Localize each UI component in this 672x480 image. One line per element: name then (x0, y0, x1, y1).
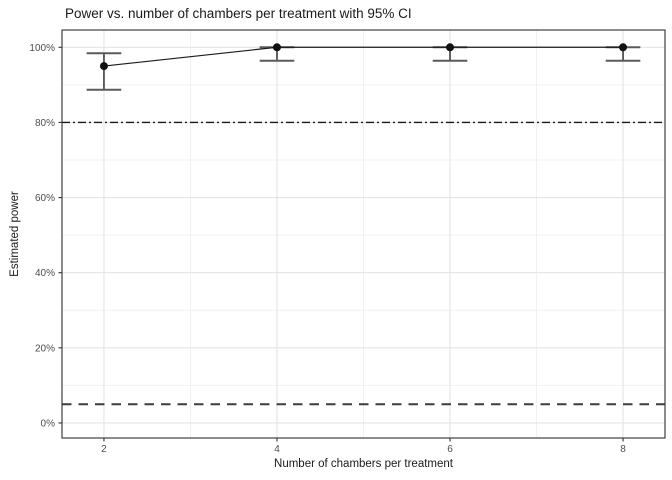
x-tick-label: 2 (101, 444, 107, 455)
y-axis-title: Estimated power (9, 191, 21, 277)
x-tick-label: 8 (620, 444, 626, 455)
x-axis-title: Number of chambers per treatment (274, 458, 453, 470)
y-tick-label: 40% (35, 268, 55, 279)
data-point (272, 43, 281, 52)
y-tick-label: 60% (35, 193, 55, 204)
y-tick-label: 0% (41, 418, 56, 429)
data-point (99, 62, 108, 71)
panel-border (61, 29, 666, 439)
y-tick-label: 20% (35, 343, 55, 354)
y-tick-label: 100% (29, 43, 55, 54)
chart-title: Power vs. number of chambers per treatme… (65, 6, 412, 21)
data-point (446, 43, 455, 52)
x-tick-label: 4 (274, 444, 280, 455)
y-tick-label: 80% (35, 118, 55, 129)
x-tick-label: 6 (447, 444, 453, 455)
power-line (103, 46, 624, 67)
data-point (619, 43, 628, 52)
